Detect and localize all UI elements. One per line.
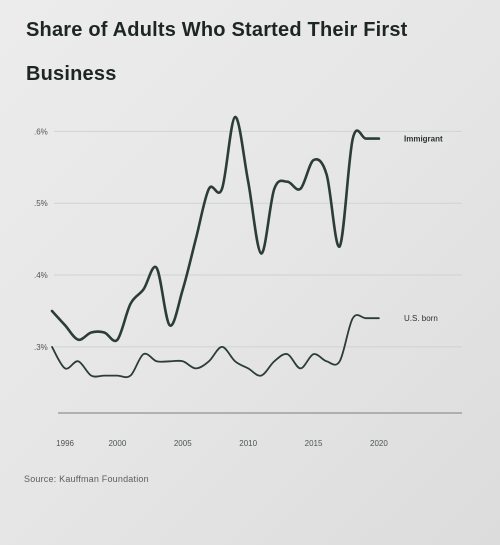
x-tick-label: 2015 xyxy=(305,439,323,448)
y-tick-label: .5% xyxy=(34,199,48,208)
series-label: U.S. born xyxy=(404,314,438,323)
y-tick-label: .4% xyxy=(34,271,48,280)
source-note: Source: Kauffman Foundation xyxy=(24,474,149,484)
x-tick-label: 2005 xyxy=(174,439,192,448)
x-tick-label: 2000 xyxy=(108,439,126,448)
series-label: Immigrant xyxy=(404,135,443,144)
chart-title: Share of Adults Who Started Their First … xyxy=(26,19,408,85)
series-line-u-s-born xyxy=(51,314,380,379)
series-line-immigrant xyxy=(50,115,381,343)
y-tick-label: .3% xyxy=(34,343,48,352)
x-tick-label: 2020 xyxy=(370,439,388,448)
x-tick-label: 1996 xyxy=(56,439,74,448)
y-tick-label: .6% xyxy=(34,127,48,136)
x-tick-label: 2010 xyxy=(239,439,257,448)
